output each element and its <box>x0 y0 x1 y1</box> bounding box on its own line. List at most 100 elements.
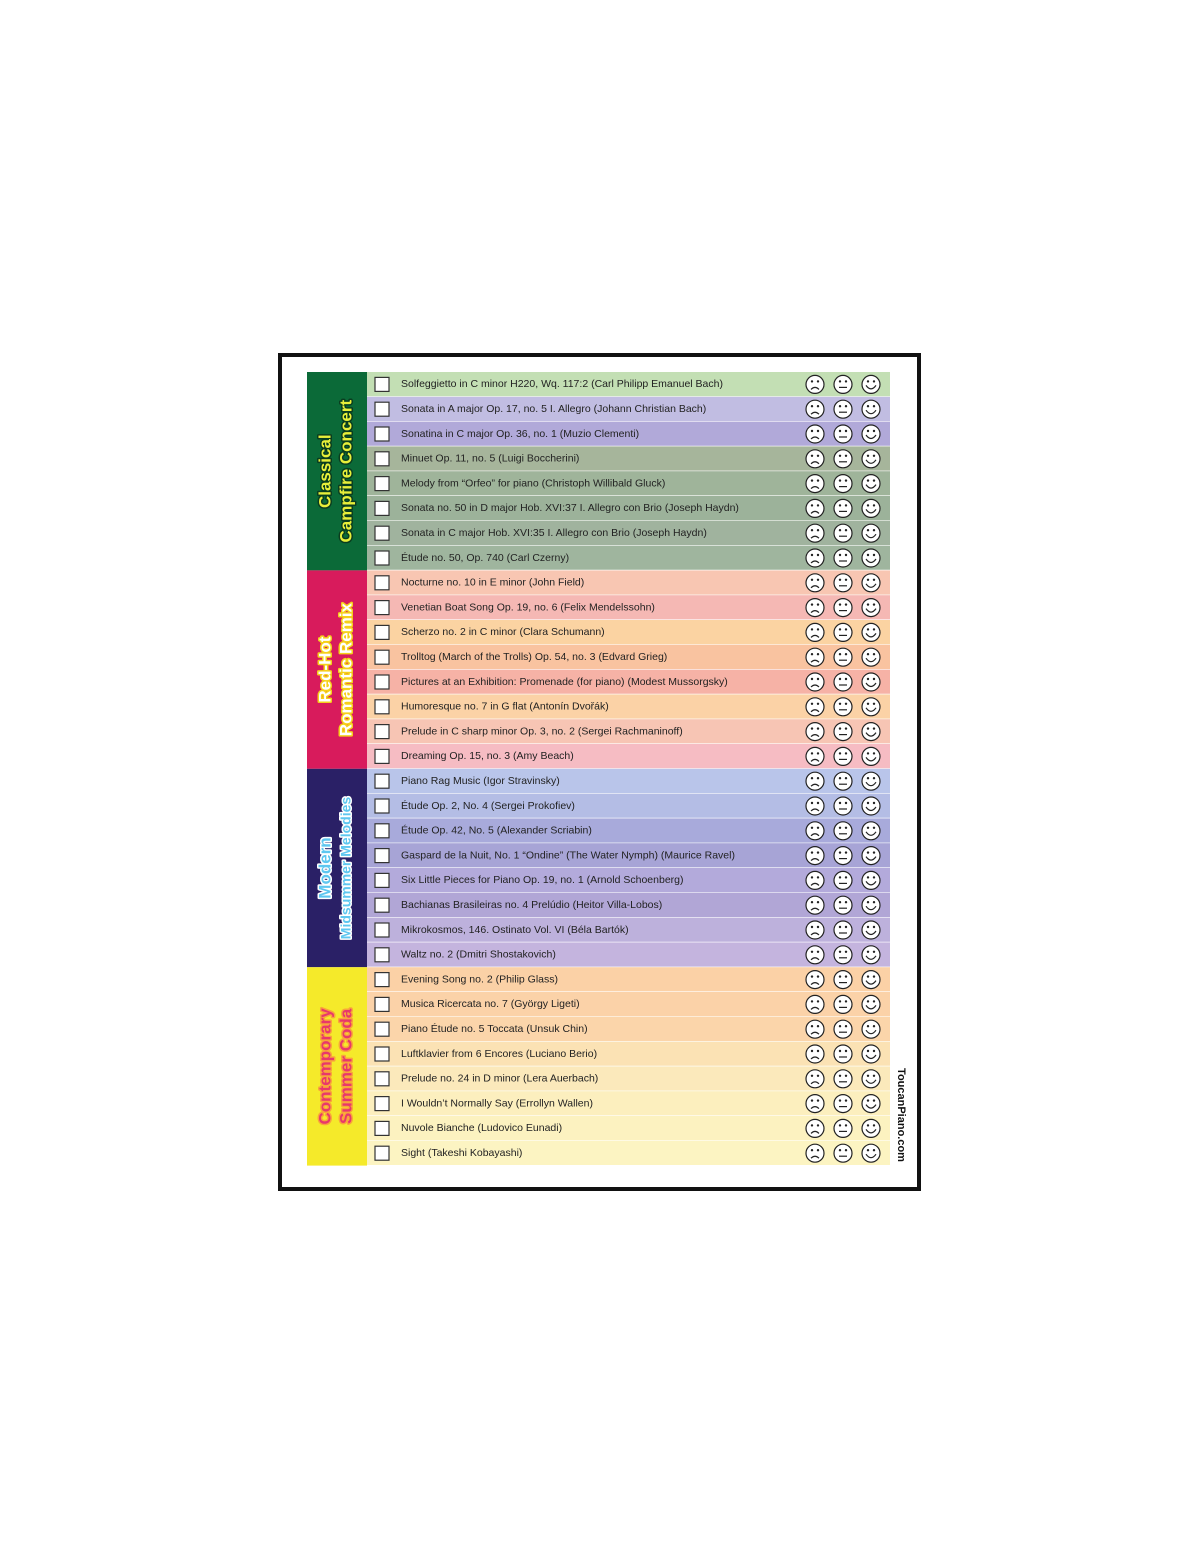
eye <box>810 405 814 408</box>
eye <box>844 677 848 681</box>
eye <box>872 950 876 953</box>
eye <box>838 801 842 805</box>
mouth <box>865 509 877 514</box>
eye <box>866 950 870 953</box>
piece-title: Sonata in C major Hob. XVI:35 I. Allegro… <box>401 527 707 539</box>
eye <box>838 950 842 953</box>
mouth <box>865 732 877 737</box>
eye <box>816 826 820 829</box>
face <box>861 548 881 568</box>
mouth <box>810 709 820 713</box>
mouth <box>865 955 877 960</box>
checkbox <box>374 823 390 839</box>
face <box>805 523 825 543</box>
eye <box>816 405 820 408</box>
face <box>833 647 853 667</box>
face <box>861 1044 881 1064</box>
eye <box>816 777 820 780</box>
eye <box>810 603 814 606</box>
eye <box>866 603 870 606</box>
face <box>833 870 853 891</box>
face <box>861 746 881 767</box>
eye <box>844 405 848 408</box>
face <box>861 498 881 518</box>
row-bg <box>367 1140 890 1166</box>
eye <box>838 653 842 656</box>
eye <box>816 975 820 978</box>
eye <box>838 901 842 904</box>
mouth <box>865 682 877 688</box>
eye <box>866 454 870 457</box>
face <box>833 672 853 692</box>
face <box>833 845 853 866</box>
eye <box>810 504 814 507</box>
mouth <box>865 707 877 712</box>
checkbox <box>374 1145 390 1161</box>
eye <box>810 1000 814 1003</box>
eye <box>810 801 814 805</box>
piece-title: Étude no. 50, Op. 740 (Carl Czerny) <box>401 551 569 564</box>
eye <box>844 702 848 705</box>
eye <box>816 1099 820 1102</box>
face <box>805 622 825 643</box>
face <box>861 523 881 543</box>
face <box>861 845 881 866</box>
eye <box>838 851 842 854</box>
face <box>805 573 825 593</box>
face <box>861 573 881 593</box>
eye <box>872 702 876 705</box>
eye <box>816 752 820 755</box>
eye <box>844 925 848 929</box>
face <box>861 920 881 940</box>
eye <box>844 1025 848 1028</box>
eye <box>810 380 814 383</box>
mouth <box>865 930 877 936</box>
checkbox <box>374 401 390 417</box>
eye <box>844 1099 848 1102</box>
eye <box>838 429 842 433</box>
eye <box>838 702 842 705</box>
checkbox <box>374 947 390 963</box>
mouth <box>865 831 877 836</box>
checkbox <box>374 847 390 864</box>
eye <box>810 653 814 656</box>
eye <box>844 851 848 854</box>
row-bg <box>367 1066 890 1092</box>
eye <box>872 405 876 408</box>
face <box>805 870 825 891</box>
face <box>833 994 853 1015</box>
eye <box>866 752 870 755</box>
mouth <box>810 386 820 390</box>
eye <box>866 826 870 829</box>
eye <box>872 851 876 854</box>
eye <box>872 578 876 581</box>
piece-title: Melody from “Orfeo” for piano (Christoph… <box>401 477 665 489</box>
row-bg <box>367 545 890 571</box>
eye <box>810 1124 814 1127</box>
face <box>805 597 825 618</box>
piece-title: Bachianas Brasileiras no. 4 Prelúdio (He… <box>401 899 662 911</box>
piece-title: Solfeggietto in C minor H220, Wq. 117:2 … <box>401 378 723 390</box>
row-bg <box>367 868 890 893</box>
face <box>833 597 853 618</box>
checkbox <box>374 674 390 690</box>
face <box>833 374 853 394</box>
mouth <box>810 560 820 564</box>
eye <box>816 851 820 854</box>
face <box>805 672 825 692</box>
eye <box>866 925 870 929</box>
face <box>861 969 881 990</box>
mouth <box>810 808 820 812</box>
eye <box>810 851 814 854</box>
mouth <box>810 1155 820 1159</box>
eye <box>810 578 814 581</box>
checkbox <box>374 426 390 442</box>
face <box>833 895 853 915</box>
eye <box>810 727 814 730</box>
eye <box>872 1124 876 1127</box>
eye <box>872 901 876 904</box>
row-bg <box>367 570 890 596</box>
eye <box>844 901 848 904</box>
mouth <box>810 1106 820 1110</box>
piece-title: Piano Étude no. 5 Toccata (Unsuk Chin) <box>401 1022 588 1035</box>
